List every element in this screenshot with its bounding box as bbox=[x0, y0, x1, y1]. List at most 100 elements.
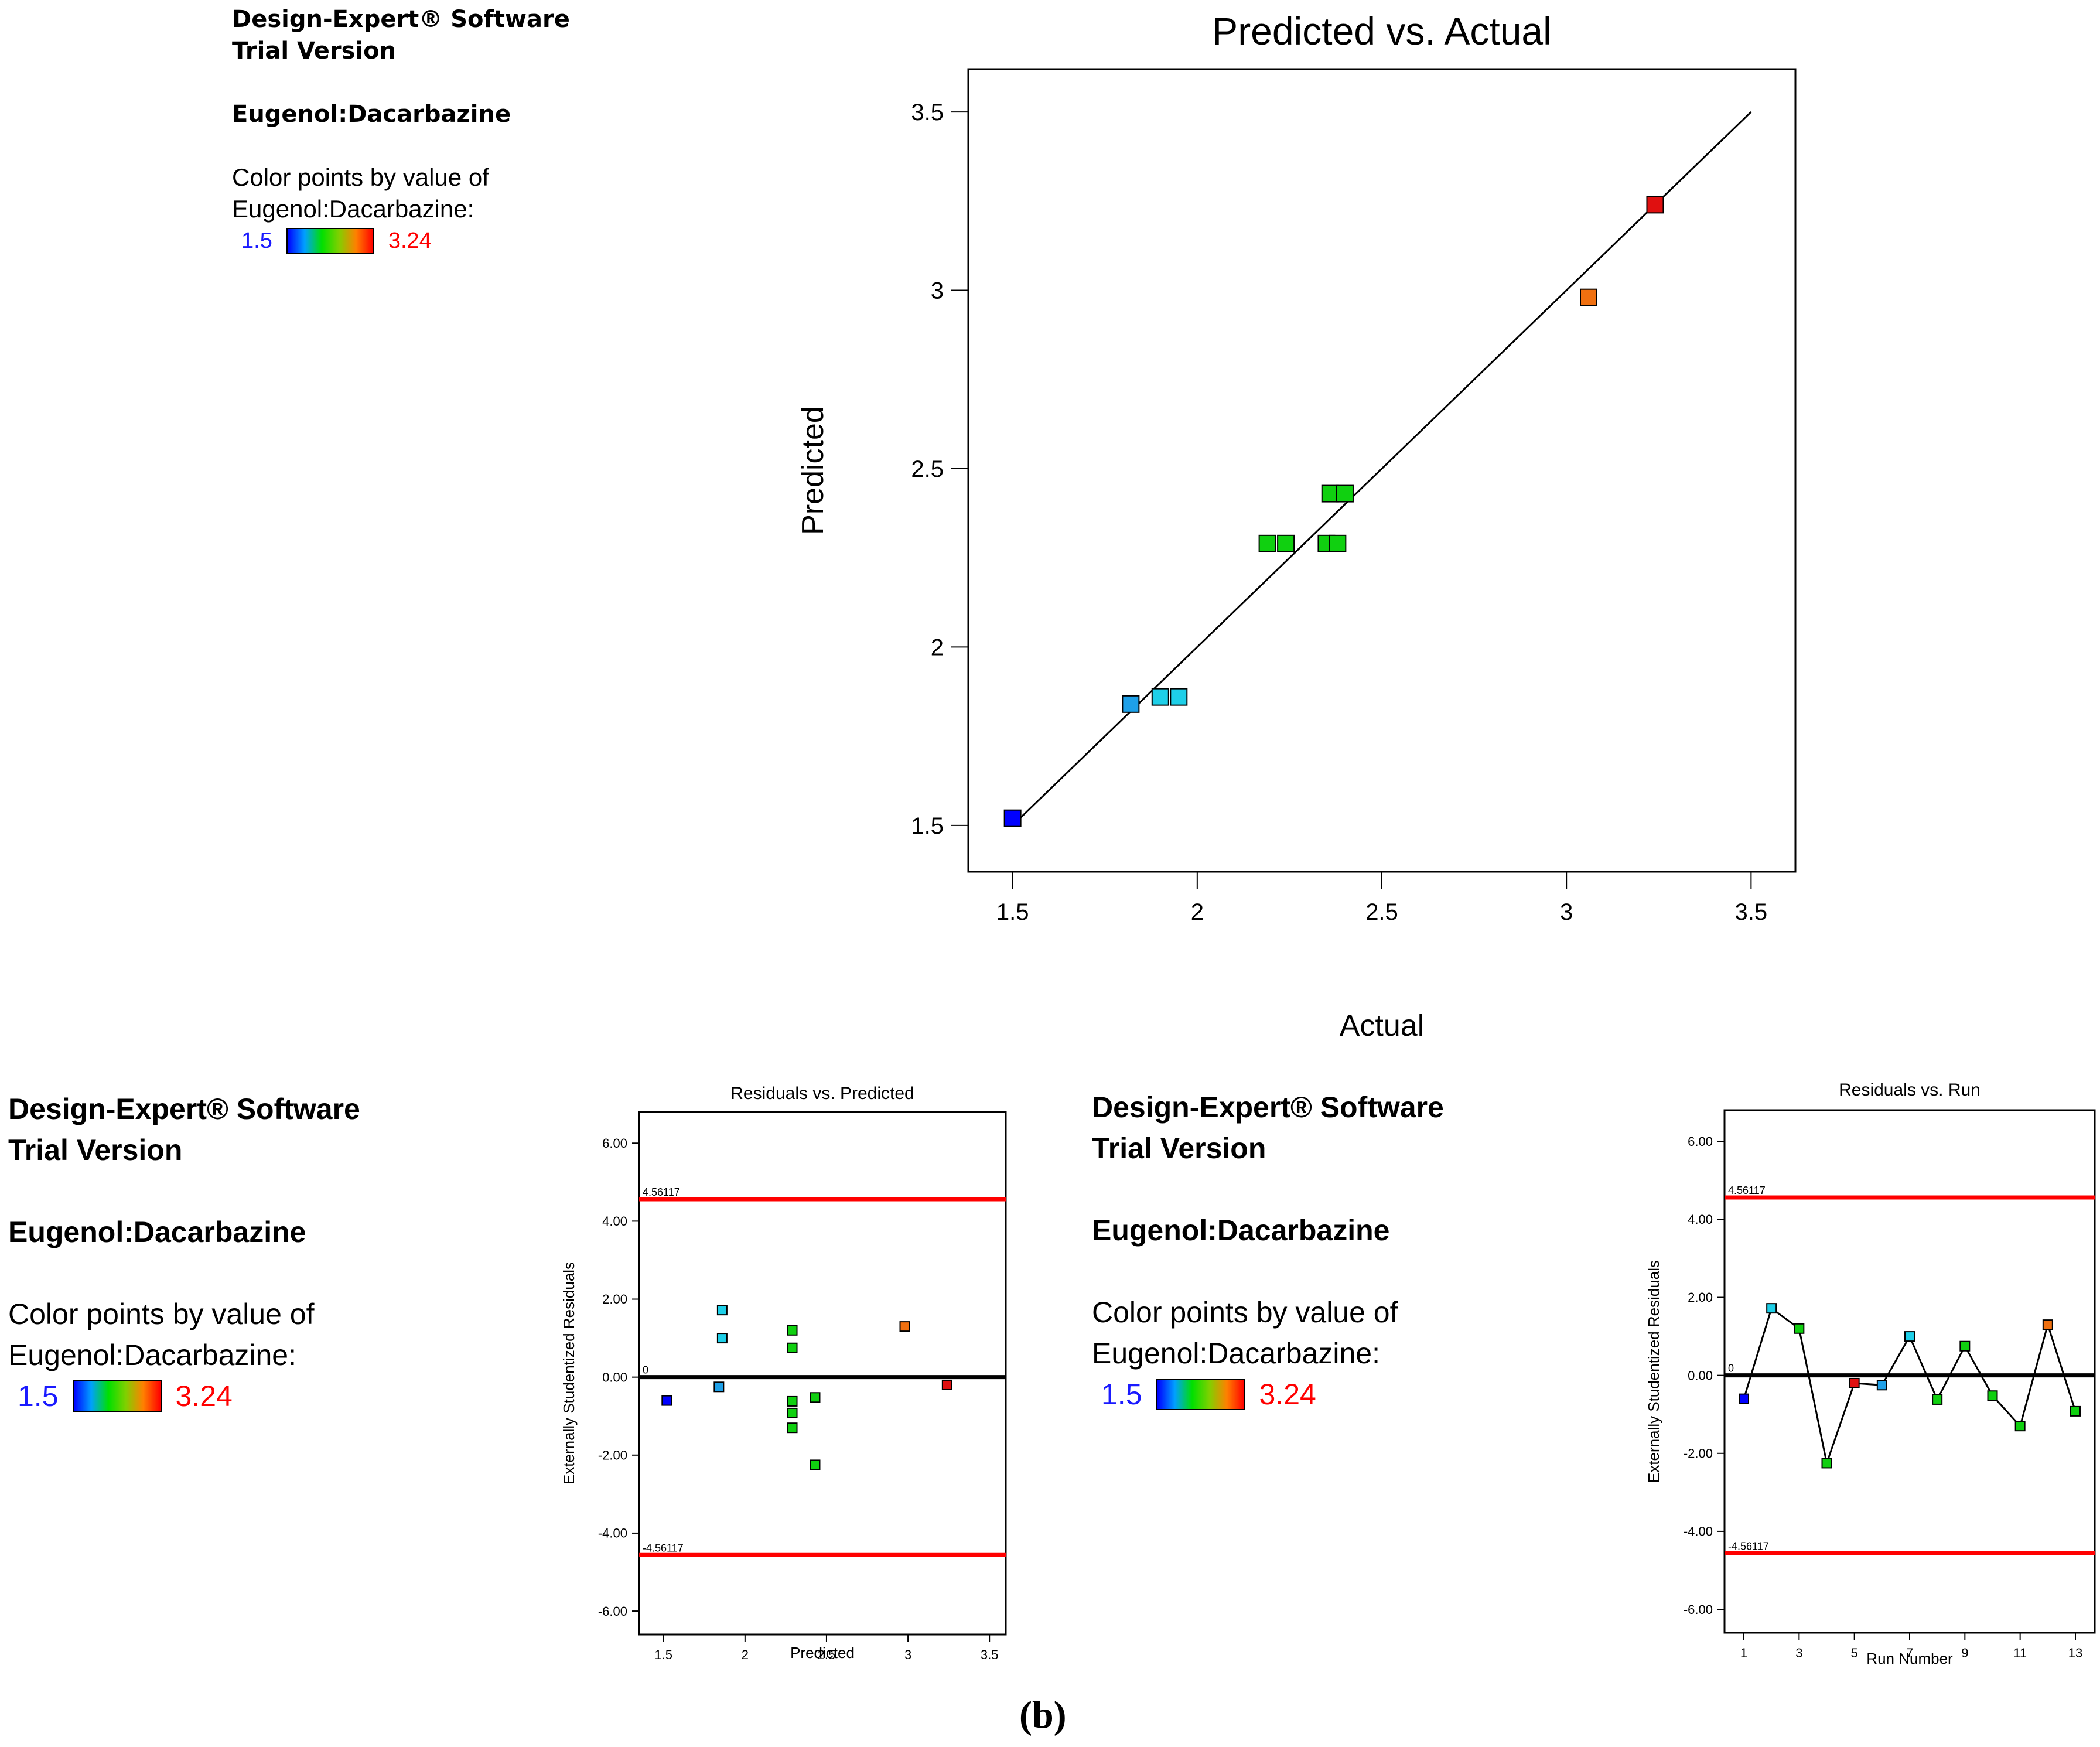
y-tick-label: 2.5 bbox=[911, 456, 944, 482]
y-tick-label: -4.00 bbox=[1684, 1524, 1713, 1539]
color-note-line2: Eugenol:Dacarbazine: bbox=[1092, 1337, 1380, 1370]
color-gradient bbox=[286, 228, 374, 254]
color-note-line1: Color points by value of bbox=[232, 163, 489, 191]
color-scale: 1.5 3.24 bbox=[1092, 1374, 1444, 1415]
legend-bottom-left: Design-Expert® Software Trial Version Eu… bbox=[8, 1089, 360, 1417]
data-point bbox=[1794, 1323, 1805, 1334]
color-note-line2: Eugenol:Dacarbazine: bbox=[232, 195, 474, 223]
y-tick-label: 2.00 bbox=[1688, 1290, 1713, 1305]
software-name: Design-Expert® Software bbox=[1092, 1091, 1444, 1124]
data-point bbox=[1987, 1390, 1998, 1401]
x-tick-label: 2 bbox=[1191, 899, 1204, 925]
data-point bbox=[787, 1342, 798, 1353]
color-scale: 1.5 3.24 bbox=[232, 225, 570, 257]
chart-title: Residuals vs. Run bbox=[1839, 1080, 1981, 1100]
y-tick-label: -2.00 bbox=[598, 1448, 627, 1462]
data-point bbox=[810, 1459, 821, 1470]
software-version: Trial Version bbox=[1092, 1132, 1266, 1165]
data-point bbox=[1277, 534, 1295, 552]
lower-limit-label: -4.56117 bbox=[1728, 1540, 1769, 1552]
x-tick-label: 1.5 bbox=[996, 899, 1029, 925]
data-point bbox=[2042, 1319, 2053, 1330]
color-scale-min: 1.5 bbox=[1101, 1378, 1142, 1411]
software-version: Trial Version bbox=[232, 37, 397, 64]
y-tick-label: 0.00 bbox=[1688, 1368, 1713, 1383]
x-tick-label: 1.5 bbox=[654, 1647, 672, 1662]
data-point bbox=[1739, 1393, 1750, 1404]
y-tick-label: 6.00 bbox=[1688, 1134, 1713, 1149]
response-name: Eugenol:Dacarbazine bbox=[8, 1216, 306, 1248]
data-point bbox=[1321, 484, 1339, 503]
x-tick-label: 3 bbox=[904, 1647, 911, 1662]
data-point bbox=[899, 1321, 910, 1332]
data-point bbox=[716, 1305, 728, 1316]
y-tick-label: 0.00 bbox=[602, 1370, 627, 1384]
y-tick-label: 3 bbox=[931, 278, 944, 304]
data-point bbox=[1959, 1340, 1971, 1352]
plot-frame bbox=[638, 1111, 1007, 1636]
color-note-line1: Color points by value of bbox=[8, 1298, 315, 1330]
software-name: Design-Expert® Software bbox=[232, 6, 570, 33]
x-tick-label: 3 bbox=[1795, 1646, 1802, 1660]
data-point bbox=[661, 1395, 672, 1406]
data-point bbox=[1766, 1303, 1777, 1314]
data-point bbox=[1932, 1394, 1943, 1405]
y-tick-label: 4.00 bbox=[602, 1214, 627, 1229]
y-tick-label: 1.5 bbox=[911, 813, 944, 839]
legend-bottom-right: Design-Expert® Software Trial Version Eu… bbox=[1092, 1087, 1444, 1415]
y-tick-label: 4.00 bbox=[1688, 1212, 1713, 1227]
data-point bbox=[1876, 1380, 1887, 1391]
x-tick-label: 2 bbox=[742, 1647, 749, 1662]
color-scale-min: 1.5 bbox=[18, 1380, 59, 1412]
color-gradient bbox=[1156, 1379, 1245, 1410]
software-name: Design-Expert® Software bbox=[8, 1093, 360, 1125]
upper-limit-label: 4.56117 bbox=[643, 1186, 680, 1198]
color-note-line2: Eugenol:Dacarbazine: bbox=[8, 1339, 296, 1371]
y-tick-label: -6.00 bbox=[598, 1604, 627, 1619]
x-tick-label: 3 bbox=[1560, 899, 1573, 925]
chart-title: Predicted vs. Actual bbox=[1212, 9, 1552, 53]
y-tick-label: 6.00 bbox=[602, 1136, 627, 1151]
x-tick-label: 3.5 bbox=[1735, 899, 1768, 925]
data-point bbox=[810, 1392, 821, 1403]
legend-main: Design-Expert® Software Trial Version Eu… bbox=[232, 4, 570, 257]
chart-2: Residuals vs. Predicted 1.5 2 2.5 3 3.5 6.00 4.… bbox=[560, 1084, 1007, 1662]
x-axis-label: Predicted bbox=[790, 1644, 855, 1661]
figure-caption: (b) bbox=[1019, 1694, 1067, 1736]
y-tick-label: 2 bbox=[931, 634, 944, 660]
color-scale: 1.5 3.24 bbox=[8, 1376, 360, 1417]
data-point bbox=[1849, 1377, 1860, 1388]
software-version: Trial Version bbox=[8, 1134, 183, 1166]
data-point bbox=[787, 1407, 798, 1418]
data-point bbox=[2014, 1421, 2026, 1432]
data-point bbox=[787, 1395, 798, 1407]
response-name: Eugenol:Dacarbazine bbox=[1092, 1214, 1390, 1247]
chart-1: Predicted vs. Actual 1.5 2 2.5 3 3.5 1.5 2 2.5 3 3… bbox=[796, 9, 1797, 1043]
x-tick-label: 9 bbox=[1961, 1646, 1968, 1660]
data-point bbox=[787, 1325, 798, 1336]
data-point bbox=[1821, 1458, 1832, 1469]
x-tick-label: 2.5 bbox=[1365, 899, 1398, 925]
x-axis-label: Run Number bbox=[1866, 1650, 1953, 1667]
zero-label: 0 bbox=[1728, 1363, 1734, 1374]
y-axis-label: Externally Studentized Residuals bbox=[560, 1262, 578, 1485]
data-point bbox=[1170, 688, 1188, 706]
y-tick-label: 2.00 bbox=[602, 1292, 627, 1306]
x-tick-label: 5 bbox=[1851, 1646, 1858, 1660]
data-point bbox=[1122, 695, 1140, 713]
lower-limit-label: -4.56117 bbox=[643, 1542, 684, 1554]
x-tick-label: 7 bbox=[1906, 1646, 1913, 1660]
x-tick-label: 1 bbox=[1740, 1646, 1747, 1660]
y-axis-label: Externally Studentized Residuals bbox=[1645, 1260, 1662, 1483]
x-tick-label: 11 bbox=[2013, 1646, 2027, 1660]
data-point bbox=[1329, 534, 1347, 552]
x-axis-label: Actual bbox=[1340, 1009, 1425, 1043]
data-point bbox=[2070, 1405, 2081, 1417]
x-tick-label: 2.5 bbox=[818, 1647, 836, 1662]
data-point bbox=[1003, 809, 1022, 827]
chart-title: Residuals vs. Predicted bbox=[730, 1084, 914, 1103]
color-scale-max: 3.24 bbox=[388, 228, 432, 253]
y-tick-label: -6.00 bbox=[1684, 1602, 1713, 1617]
